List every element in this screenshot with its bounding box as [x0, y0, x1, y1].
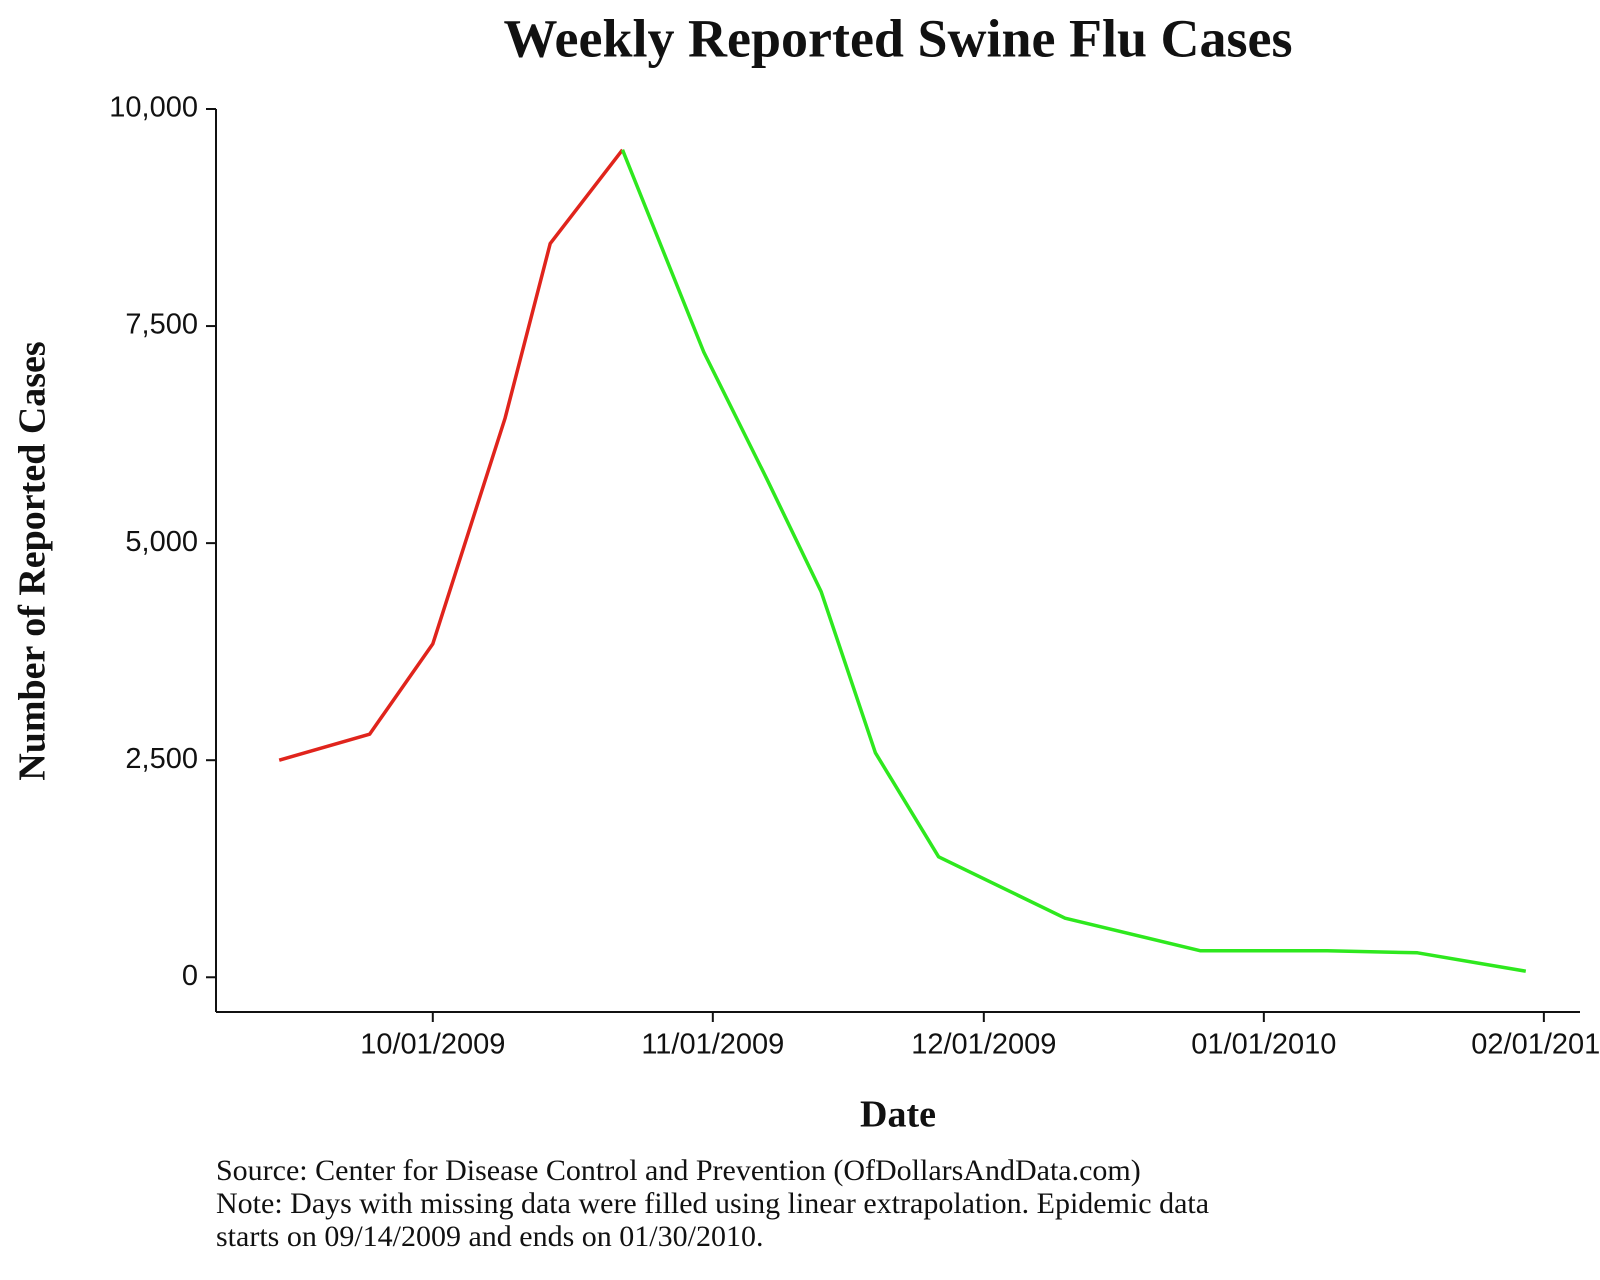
series-line	[278, 148, 624, 762]
x-tick-label: 01/01/2010	[1191, 1029, 1336, 1061]
x-tick-label: 10/01/2009	[360, 1029, 505, 1061]
note: starts on 09/14/2009 and ends on 01/30/2…	[216, 1220, 763, 1253]
series-line	[620, 149, 1527, 973]
y-tick-label: 10,000	[109, 92, 198, 124]
x-tick-label: 11/01/2009	[641, 1029, 784, 1061]
chart-title: Weekly Reported Swine Flu Cases	[504, 8, 1293, 68]
y-tick-label: 7,500	[125, 309, 198, 341]
note: Source: Center for Disease Control and P…	[216, 1154, 1141, 1187]
x-tick-label: 12/01/2009	[911, 1029, 1056, 1061]
y-axis-label: Number of Reported Cases	[12, 341, 54, 780]
y-tick-label: 5,000	[125, 526, 198, 558]
x-tick-label: 02/01/2010	[1471, 1029, 1600, 1061]
y-tick-label: 2,500	[125, 743, 198, 775]
x-axis-label: Date	[860, 1094, 936, 1136]
y-tick-label: 0	[182, 960, 198, 992]
note: Note: Days with missing data were filled…	[216, 1187, 1209, 1220]
